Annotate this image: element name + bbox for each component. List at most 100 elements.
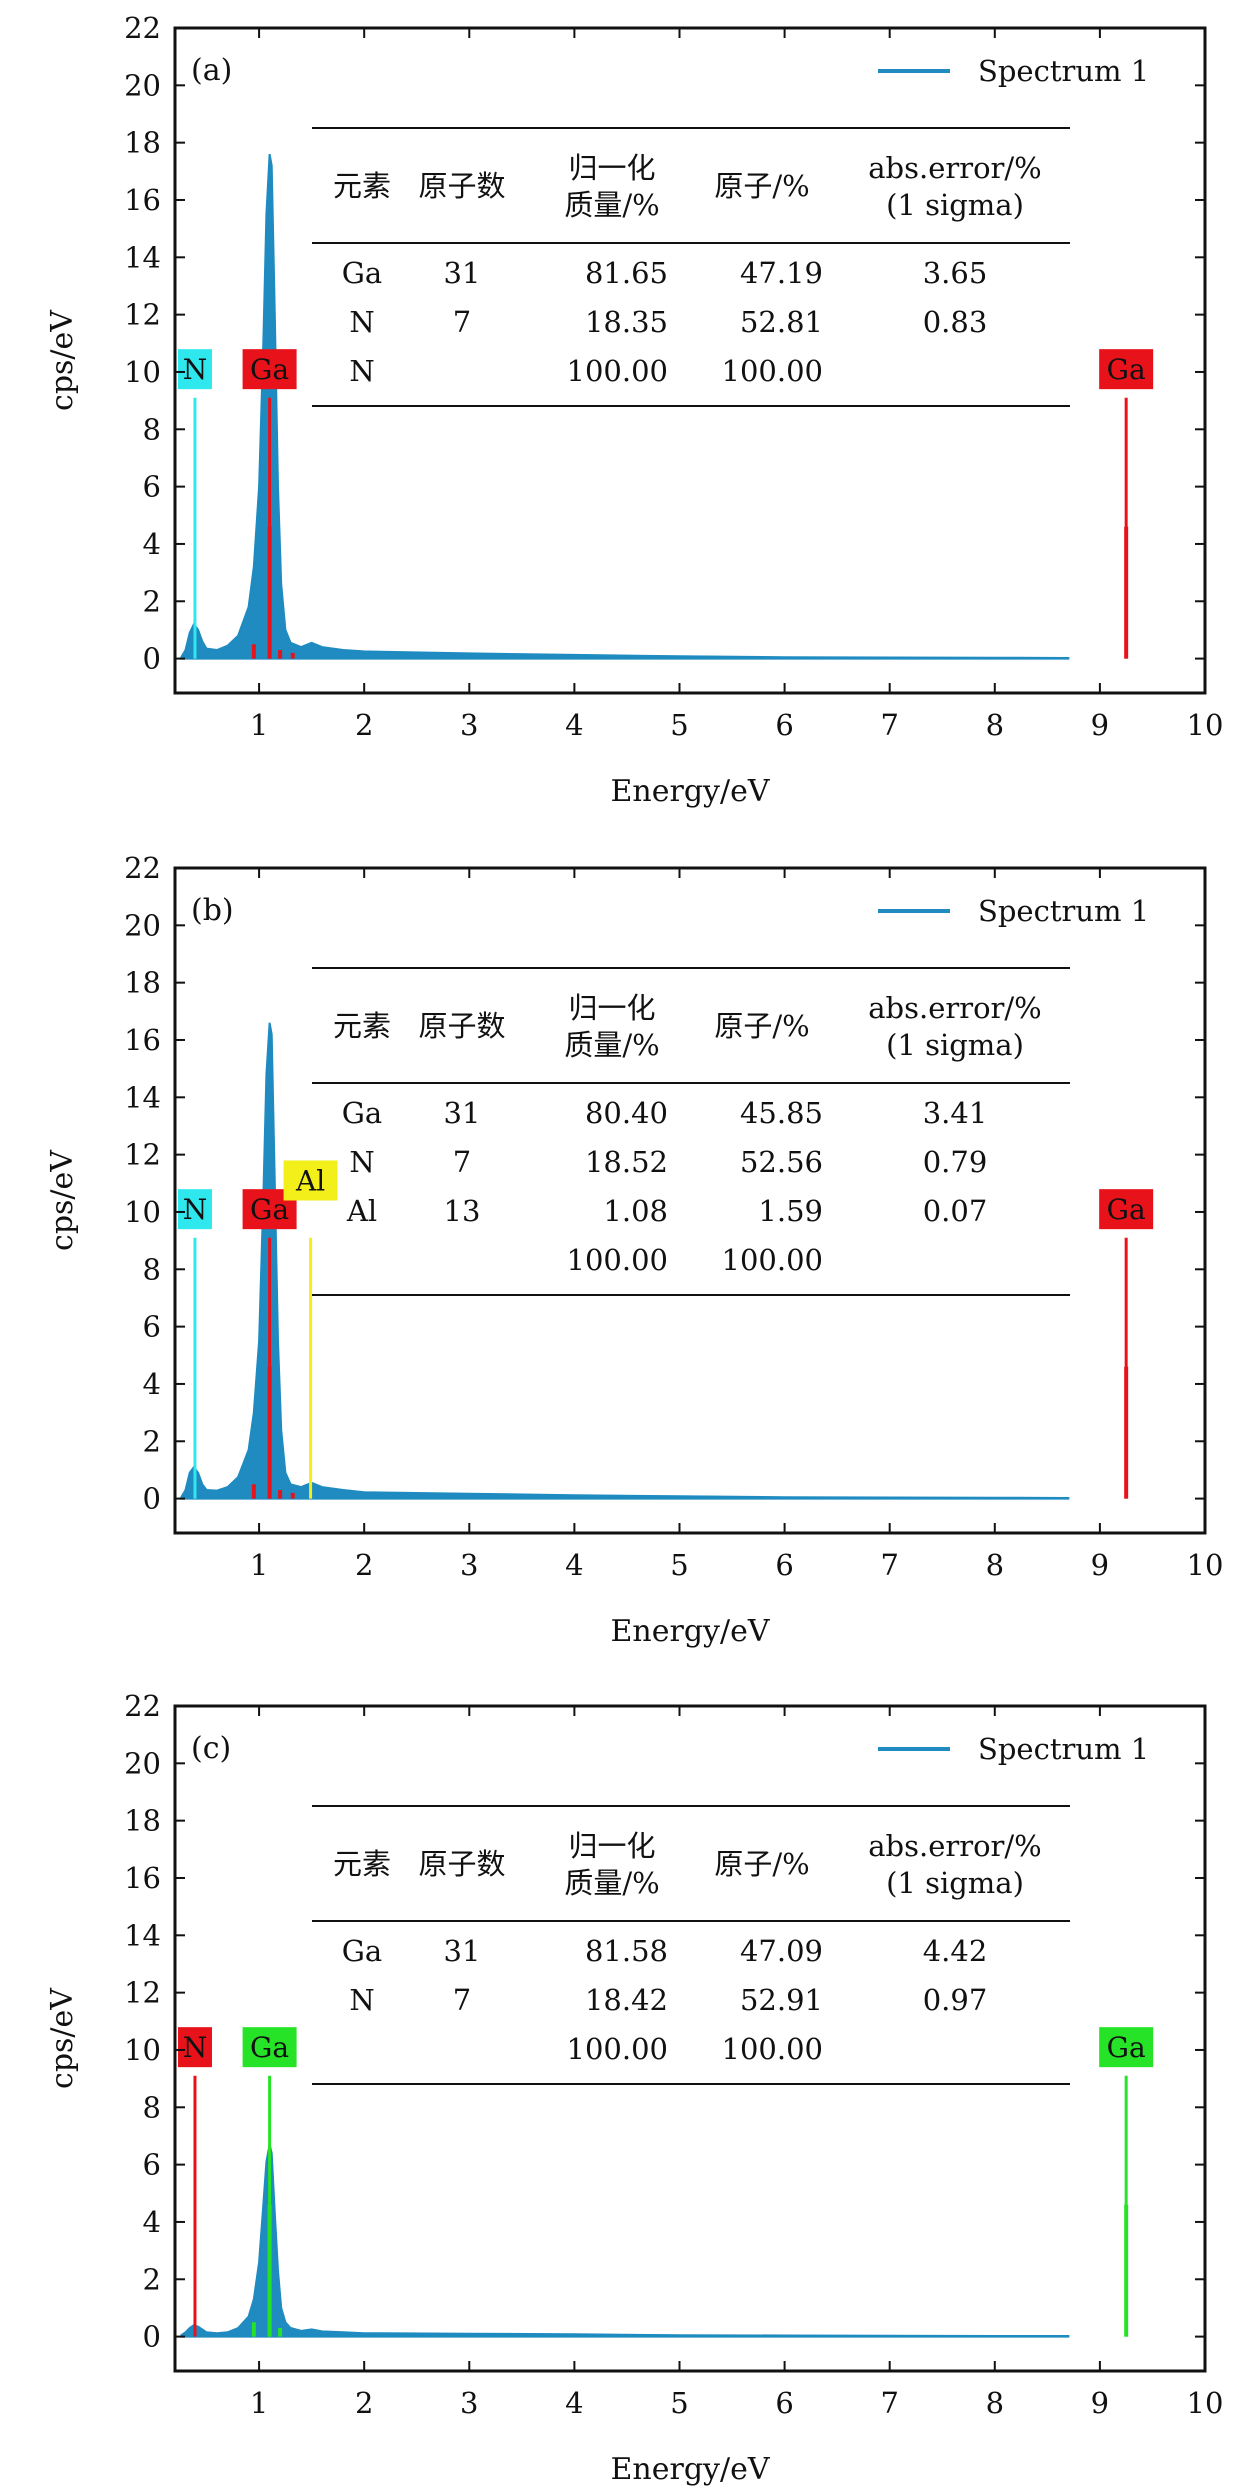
table-cell: 52.81 (740, 305, 823, 339)
y-tick-label: 6 (143, 470, 161, 504)
chart-panel-a: N Ga Ga1 2 3 4 5 6 7 8 9 100246810121416182022Energ… (45, 11, 1223, 809)
table-cell: N (349, 1983, 374, 2017)
marker-label-box (283, 1160, 338, 1201)
table-header: abs.error/% (868, 1829, 1042, 1863)
table-header: 归一化 (568, 151, 655, 185)
x-tick-label: 1 (250, 2386, 268, 2420)
table-cell: 0.07 (923, 1194, 988, 1228)
table-cell: 4.42 (923, 1934, 988, 1968)
spectrum-area (180, 2144, 1070, 2338)
x-tick-label: 4 (565, 708, 583, 742)
marker-label: N (183, 1193, 208, 1226)
x-tick-label: 9 (1091, 708, 1109, 742)
x-tick-label: 9 (1091, 2386, 1109, 2420)
y-tick-label: 18 (124, 966, 161, 1000)
y-tick-label: 22 (124, 851, 161, 885)
table-cell: 81.65 (585, 256, 668, 290)
x-tick-label: 4 (565, 2386, 583, 2420)
marker-label: N (183, 2031, 208, 2064)
y-tick-label: 2 (143, 1424, 161, 1458)
y-tick-label: 20 (124, 68, 161, 102)
table-cell: Ga (342, 1934, 382, 1968)
table-cell: 18.52 (585, 1145, 668, 1179)
x-tick-label: 3 (460, 708, 478, 742)
y-tick-label: 0 (143, 642, 161, 676)
chart-panel-c: N Ga Ga1 2 3 4 5 6 7 8 9 100246810121416182022Energ… (45, 1689, 1223, 2487)
x-tick-label: 2 (355, 708, 373, 742)
marker-label: Ga (1107, 1193, 1146, 1226)
y-tick-label: 18 (124, 1804, 161, 1838)
table-header: 质量/% (564, 1028, 659, 1062)
table-cell: 3.65 (923, 256, 988, 290)
y-axis-title: cps/eV (45, 1987, 80, 2089)
table-cell: 31 (444, 1096, 481, 1130)
x-tick-label: 10 (1187, 2386, 1224, 2420)
y-tick-label: 20 (124, 908, 161, 942)
y-tick-label: 14 (124, 240, 161, 274)
y-axis-title: cps/eV (45, 309, 80, 411)
plot-frame (173, 26, 1207, 695)
y-tick-label: 4 (143, 1367, 161, 1401)
table-cell: 52.91 (740, 1983, 823, 2017)
x-tick-label: 1 (250, 708, 268, 742)
table-header: (1 sigma) (886, 1866, 1024, 1900)
y-tick-label: 4 (143, 527, 161, 561)
legend-label: Spectrum 1 (978, 54, 1149, 88)
y-axis-title: cps/eV (45, 1149, 80, 1251)
y-tick-label: 8 (143, 412, 161, 446)
y-tick-label: 2 (143, 2262, 161, 2296)
table-cell: 100.00 (722, 1243, 823, 1277)
table-header: 归一化 (568, 991, 655, 1025)
table-cell: 3.41 (923, 1096, 988, 1130)
x-tick-label: 7 (880, 2386, 898, 2420)
table-cell: 100.00 (722, 354, 823, 388)
marker-label-box (1099, 1189, 1154, 1230)
table-cell: Ga (342, 1096, 382, 1130)
table-cell: 13 (444, 1194, 481, 1228)
marker-label-box (1099, 2027, 1154, 2068)
marker-label: Ga (1107, 2031, 1146, 2064)
y-tick-label: 0 (143, 1482, 161, 1516)
y-tick-label: 12 (124, 1976, 161, 2010)
table-cell: 100.00 (567, 1243, 668, 1277)
plot-frame (173, 1704, 1207, 2373)
x-tick-label: 3 (460, 1548, 478, 1582)
panel-label: (a) (191, 53, 232, 88)
table-cell: 1.59 (758, 1194, 823, 1228)
table-cell: 47.19 (740, 256, 823, 290)
table-cell: 100.00 (567, 2032, 668, 2066)
table-cell: N (349, 1145, 374, 1179)
y-tick-label: 2 (143, 584, 161, 618)
y-tick-label: 4 (143, 2205, 161, 2239)
table-header: 元素 (333, 169, 391, 203)
table-cell: 1.08 (603, 1194, 668, 1228)
marker-label: N (183, 353, 208, 386)
marker-label: Ga (250, 353, 289, 386)
y-tick-label: 12 (124, 298, 161, 332)
x-tick-label: 6 (775, 708, 793, 742)
panel-label: (b) (191, 893, 234, 928)
marker-label-box (177, 1189, 212, 1230)
x-tick-label: 6 (775, 2386, 793, 2420)
marker-label: Al (295, 1165, 325, 1198)
table-header: 归一化 (568, 1829, 655, 1863)
table-cell: 31 (444, 1934, 481, 1968)
y-tick-label: 6 (143, 2148, 161, 2182)
y-tick-label: 8 (143, 2090, 161, 2124)
table-cell: N (349, 305, 374, 339)
x-tick-label: 5 (670, 708, 688, 742)
table-header: abs.error/% (868, 991, 1042, 1025)
table-cell: 0.97 (923, 1983, 988, 2017)
y-tick-label: 22 (124, 1689, 161, 1723)
y-tick-label: 8 (143, 1252, 161, 1286)
marker-label-box (242, 2027, 297, 2068)
marker-label-box (177, 349, 212, 390)
table-cell: 52.56 (740, 1145, 823, 1179)
x-tick-label: 7 (880, 708, 898, 742)
x-tick-label: 2 (355, 1548, 373, 1582)
y-tick-label: 12 (124, 1138, 161, 1172)
x-tick-label: 10 (1187, 708, 1224, 742)
table-cell: 0.79 (923, 1145, 988, 1179)
y-tick-label: 6 (143, 1310, 161, 1344)
